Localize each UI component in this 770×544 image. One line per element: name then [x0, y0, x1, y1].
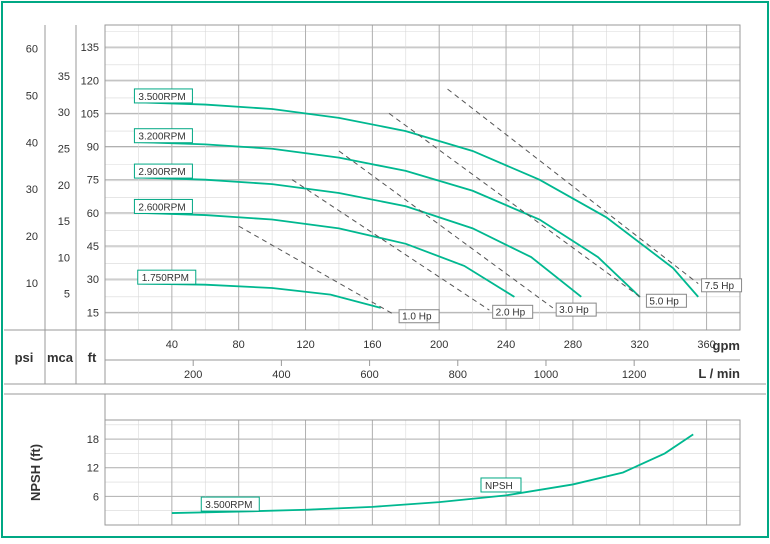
svg-text:280: 280: [564, 339, 582, 351]
svg-text:320: 320: [631, 339, 649, 351]
svg-text:1000: 1000: [534, 369, 558, 381]
svg-text:3.200RPM: 3.200RPM: [138, 132, 185, 143]
svg-text:60: 60: [87, 208, 99, 220]
svg-text:35: 35: [58, 71, 70, 83]
svg-text:75: 75: [87, 175, 99, 187]
svg-text:45: 45: [87, 241, 99, 253]
svg-text:200: 200: [430, 339, 448, 351]
svg-text:10: 10: [26, 278, 38, 290]
svg-text:L / min: L / min: [698, 366, 740, 381]
svg-text:80: 80: [233, 339, 245, 351]
svg-text:135: 135: [81, 42, 99, 54]
svg-text:2.600RPM: 2.600RPM: [138, 202, 185, 213]
svg-text:90: 90: [87, 142, 99, 154]
svg-text:3.0 Hp: 3.0 Hp: [559, 305, 589, 316]
svg-text:2.0 Hp: 2.0 Hp: [496, 307, 526, 318]
svg-text:12: 12: [87, 463, 99, 475]
svg-text:7.5 Hp: 7.5 Hp: [705, 281, 735, 292]
svg-text:240: 240: [497, 339, 515, 351]
svg-text:200: 200: [184, 369, 202, 381]
svg-text:20: 20: [26, 231, 38, 243]
svg-text:40: 40: [166, 339, 178, 351]
svg-text:15: 15: [87, 307, 99, 319]
svg-text:160: 160: [363, 339, 381, 351]
svg-text:30: 30: [26, 184, 38, 196]
svg-text:120: 120: [296, 339, 314, 351]
svg-text:10: 10: [58, 252, 70, 264]
svg-text:30: 30: [87, 274, 99, 286]
svg-text:1.750RPM: 1.750RPM: [142, 273, 189, 284]
svg-text:1.0 Hp: 1.0 Hp: [402, 312, 432, 323]
svg-text:800: 800: [449, 369, 467, 381]
svg-text:60: 60: [26, 43, 38, 55]
svg-text:25: 25: [58, 143, 70, 155]
svg-text:gpm: gpm: [713, 338, 740, 353]
svg-text:3.500RPM: 3.500RPM: [205, 500, 252, 511]
svg-text:1200: 1200: [622, 369, 646, 381]
pump-curve-chart: 15 30 45 60 75 90 105 120 135 5 10 15 20 25 30 35 10 20 30…: [0, 0, 770, 544]
svg-text:5.0 Hp: 5.0 Hp: [649, 296, 679, 307]
svg-text:105: 105: [81, 108, 99, 120]
svg-text:6: 6: [93, 491, 99, 503]
svg-text:50: 50: [26, 90, 38, 102]
svg-text:600: 600: [360, 369, 378, 381]
svg-text:400: 400: [272, 369, 290, 381]
svg-text:3.500RPM: 3.500RPM: [138, 92, 185, 103]
svg-text:mca: mca: [47, 350, 74, 365]
svg-text:18: 18: [87, 434, 99, 446]
svg-text:5: 5: [64, 289, 70, 301]
svg-text:NPSH (ft): NPSH (ft): [28, 444, 43, 501]
svg-text:40: 40: [26, 137, 38, 149]
svg-text:ft: ft: [88, 350, 97, 365]
svg-text:2.900RPM: 2.900RPM: [138, 167, 185, 178]
svg-text:psi: psi: [15, 350, 34, 365]
svg-text:30: 30: [58, 107, 70, 119]
svg-text:120: 120: [81, 75, 99, 87]
svg-text:20: 20: [58, 180, 70, 192]
svg-text:15: 15: [58, 216, 70, 228]
svg-text:NPSH: NPSH: [485, 481, 513, 492]
